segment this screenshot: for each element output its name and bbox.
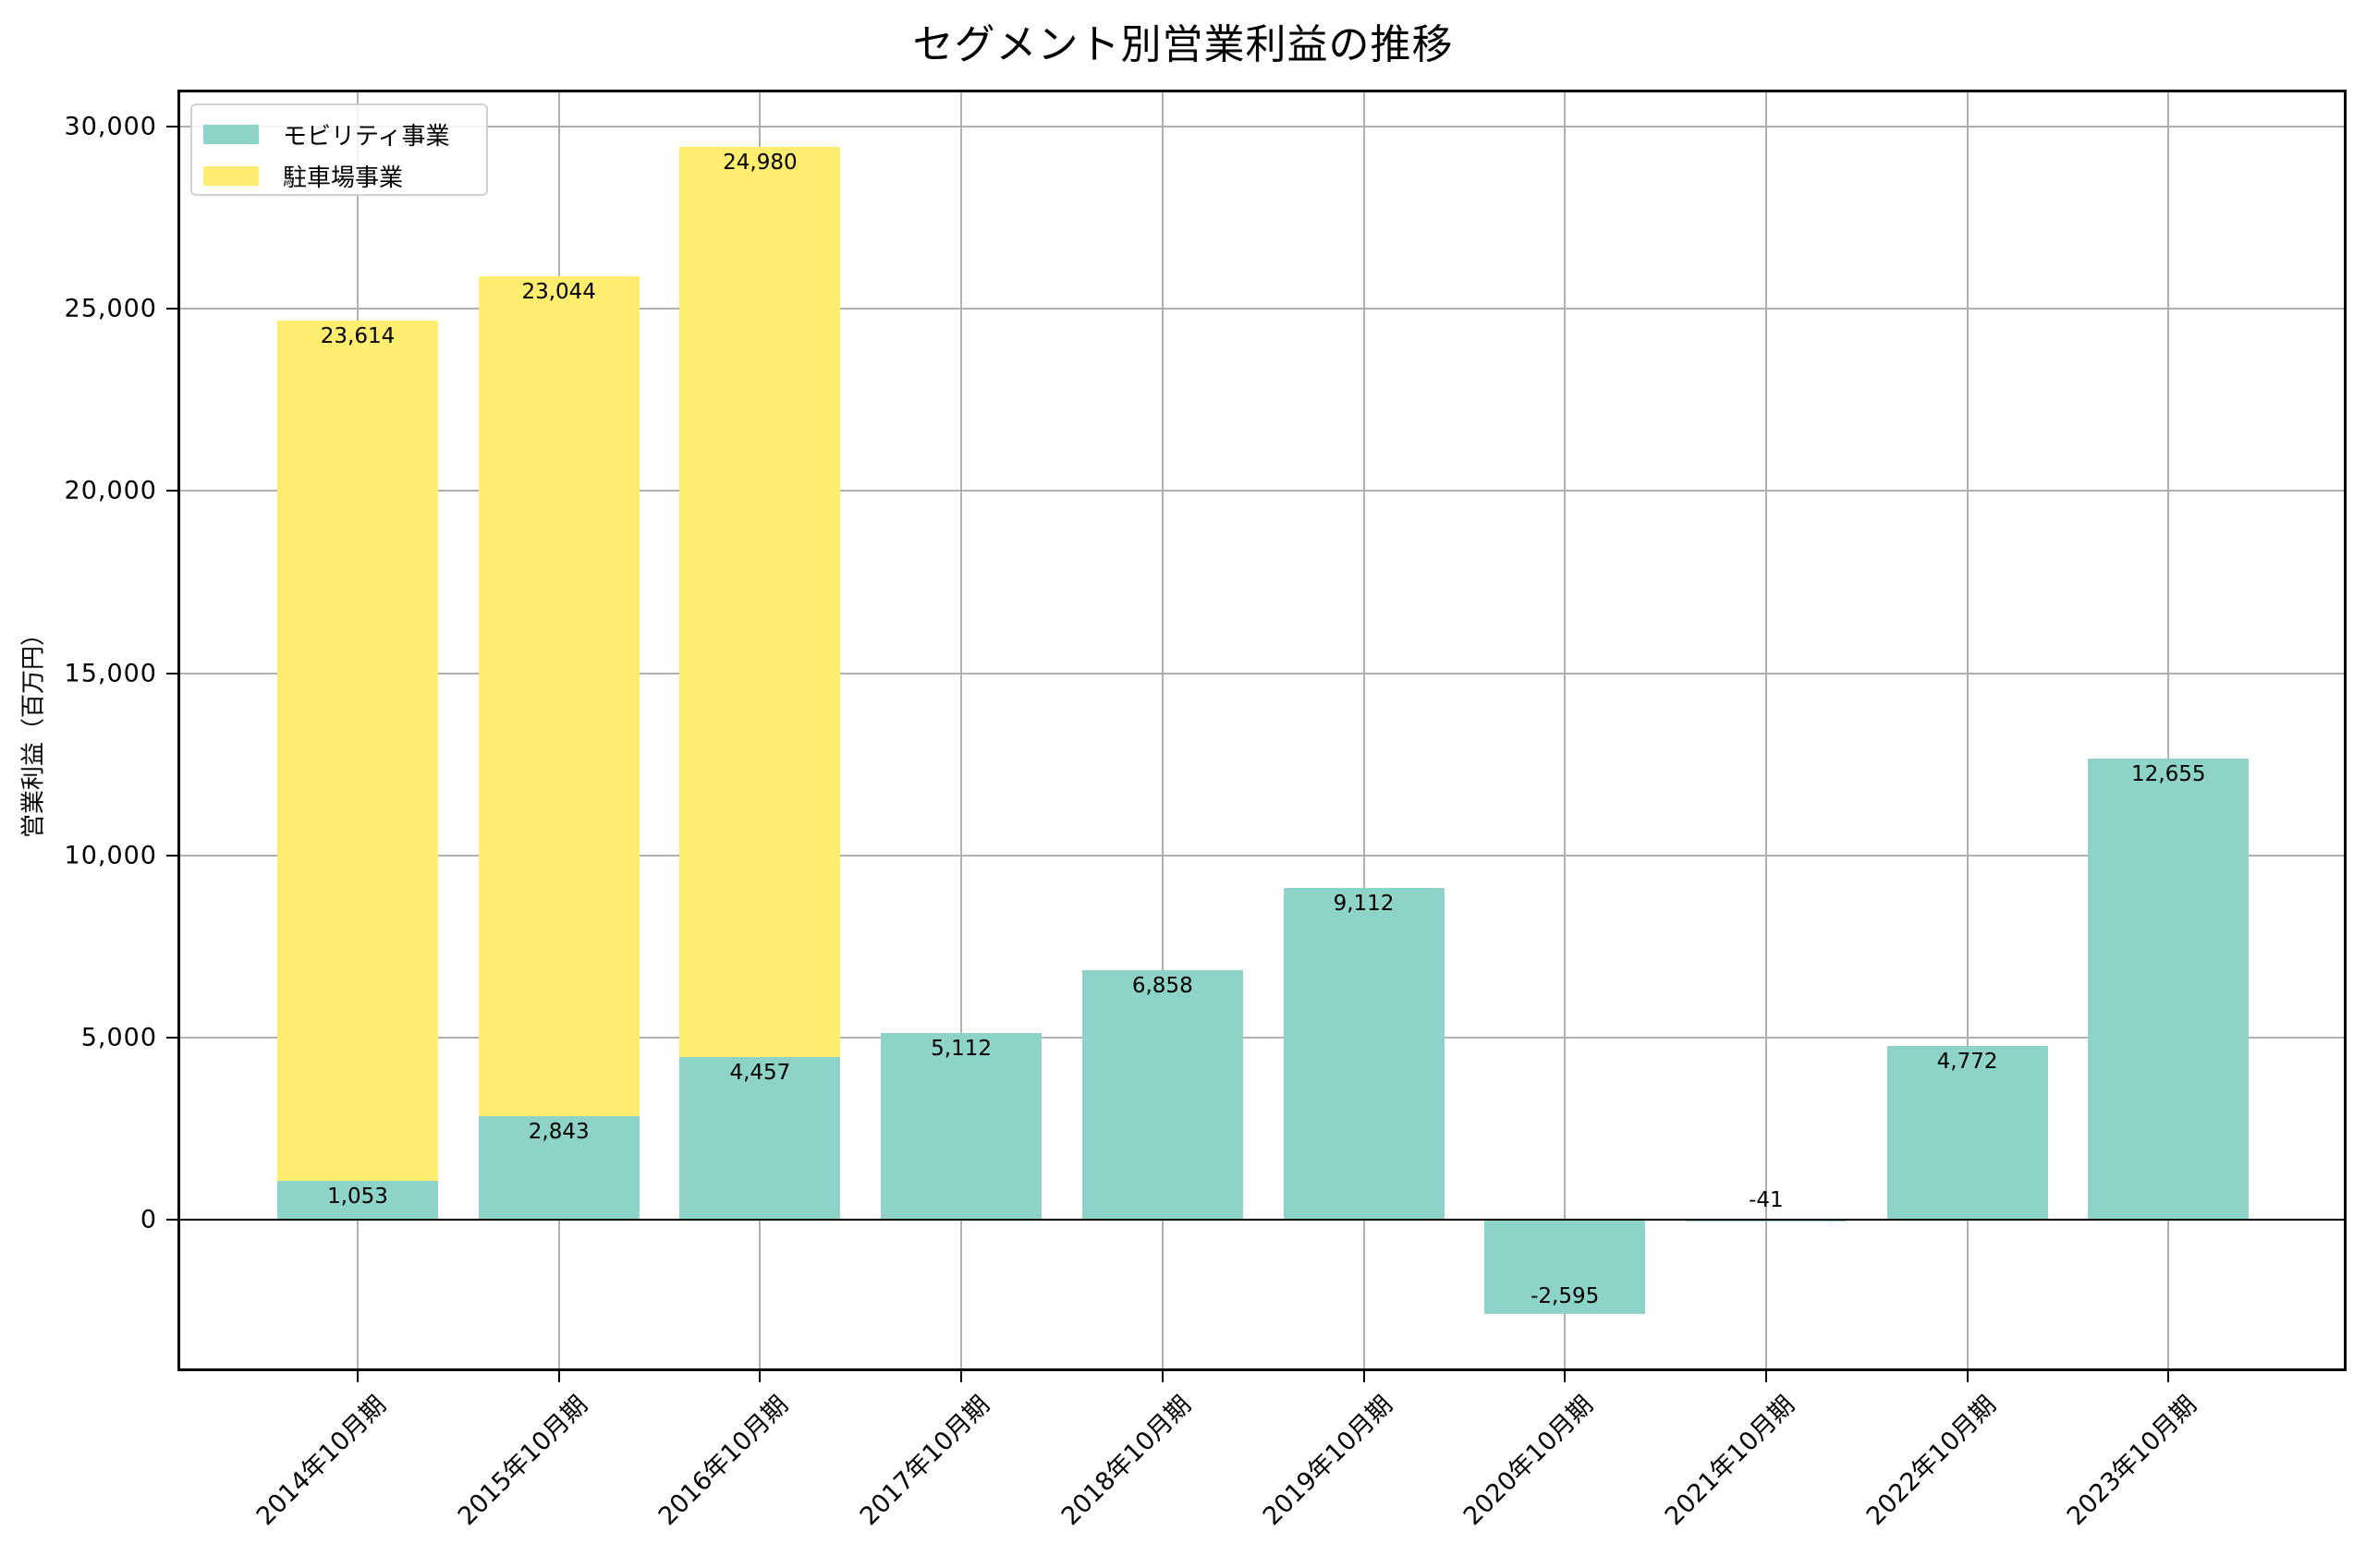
chart-title: セグメント別営業利益の推移 — [912, 21, 1454, 68]
x-tick-label: 2017年10月期 — [854, 1390, 995, 1532]
x-tick-label: 2018年10月期 — [1055, 1390, 1197, 1532]
bar-mobility — [277, 1181, 438, 1220]
x-tick-label: 2021年10月期 — [1659, 1390, 1800, 1532]
bar-mobility — [679, 1057, 841, 1220]
x-tick — [1564, 1371, 1567, 1382]
gridline-v — [2167, 90, 2170, 1371]
legend-item-parking: 駐車場事業 — [203, 162, 403, 192]
gridline-v — [960, 90, 963, 1371]
gridline-v — [1764, 90, 1767, 1371]
bar-value-label: 12,655 — [2131, 762, 2206, 786]
bar-mobility — [1886, 1045, 2048, 1220]
x-tick-label: 2016年10月期 — [653, 1390, 795, 1532]
y-tick-label: 5,000 — [80, 1023, 157, 1052]
gridline-h — [177, 672, 2347, 675]
bar-value-label: -2,595 — [1531, 1284, 1600, 1309]
bar-value-label: 4,457 — [729, 1061, 791, 1086]
gridline-h — [177, 1036, 2347, 1039]
gridline-v — [1564, 90, 1567, 1371]
y-tick-label: 30,000 — [64, 112, 157, 141]
bar-value-label: 5,112 — [931, 1037, 993, 1062]
legend-swatch-parking — [203, 165, 259, 186]
legend: モビリティ事業 駐車場事業 — [190, 103, 488, 196]
y-axis-label: 営業利益（百万円） — [19, 621, 48, 839]
y-tick — [166, 854, 177, 857]
x-tick — [960, 1371, 963, 1382]
y-tick — [166, 1219, 177, 1221]
legend-item-mobility: モビリティ事業 — [203, 120, 449, 151]
bar-value-label: 2,843 — [528, 1119, 590, 1144]
x-tick — [1966, 1371, 1969, 1382]
bar-mobility — [881, 1033, 1043, 1220]
bar-parking — [277, 321, 438, 1182]
y-tick-label: 10,000 — [64, 841, 157, 870]
x-tick-label: 2019年10月期 — [1257, 1390, 1398, 1532]
gridline-v — [1161, 90, 1164, 1371]
x-tick — [1161, 1371, 1164, 1382]
gridline-v — [1966, 90, 1969, 1371]
gridline-h — [177, 126, 2347, 128]
plot-area — [177, 90, 2347, 1371]
bar-parking — [478, 276, 640, 1116]
bar-value-label: 23,614 — [320, 324, 396, 349]
x-tick-label: 2015年10月期 — [452, 1390, 593, 1532]
y-tick-label: 20,000 — [64, 476, 157, 505]
legend-label-mobility: モビリティ事業 — [283, 122, 450, 151]
x-tick-label: 2022年10月期 — [1860, 1390, 2002, 1532]
y-tick-label: 0 — [140, 1205, 157, 1234]
y-tick — [166, 126, 177, 128]
gridline-h — [177, 490, 2347, 492]
x-tick-label: 2014年10月期 — [250, 1390, 392, 1532]
y-tick-label: 25,000 — [64, 294, 157, 323]
bar-value-label: 4,772 — [1936, 1049, 1998, 1074]
bar-mobility — [1081, 969, 1243, 1220]
legend-label-parking: 駐車場事業 — [283, 164, 404, 192]
x-tick — [557, 1371, 560, 1382]
x-tick-label: 2023年10月期 — [2062, 1390, 2203, 1532]
x-tick-label: 2020年10月期 — [1457, 1390, 1600, 1532]
bar-mobility — [2088, 759, 2250, 1220]
y-tick — [166, 490, 177, 492]
bar-mobility — [1283, 887, 1445, 1220]
y-tick — [166, 672, 177, 675]
x-tick — [759, 1371, 762, 1382]
gridline-h — [177, 854, 2347, 857]
legend-swatch-mobility — [203, 124, 259, 144]
gridline-h — [177, 308, 2347, 310]
bar-value-label: -41 — [1749, 1188, 1784, 1212]
bar-value-label: 6,858 — [1131, 973, 1193, 998]
bar-parking — [679, 147, 841, 1058]
bar-mobility — [1484, 1220, 1646, 1315]
x-tick — [1764, 1371, 1767, 1382]
gridline-v — [1362, 90, 1365, 1371]
y-tick — [166, 1036, 177, 1039]
zero-line — [177, 1219, 2347, 1221]
bar-value-label: 23,044 — [521, 280, 596, 305]
y-tick-label: 15,000 — [64, 659, 157, 688]
bar-value-label: 9,112 — [1333, 891, 1395, 916]
x-tick — [357, 1371, 359, 1382]
bar-value-label: 24,980 — [723, 151, 798, 176]
x-tick — [1362, 1371, 1365, 1382]
bar-value-label: 1,053 — [327, 1185, 388, 1209]
y-tick — [166, 308, 177, 310]
bar-mobility — [478, 1115, 640, 1220]
x-tick — [2167, 1371, 2170, 1382]
